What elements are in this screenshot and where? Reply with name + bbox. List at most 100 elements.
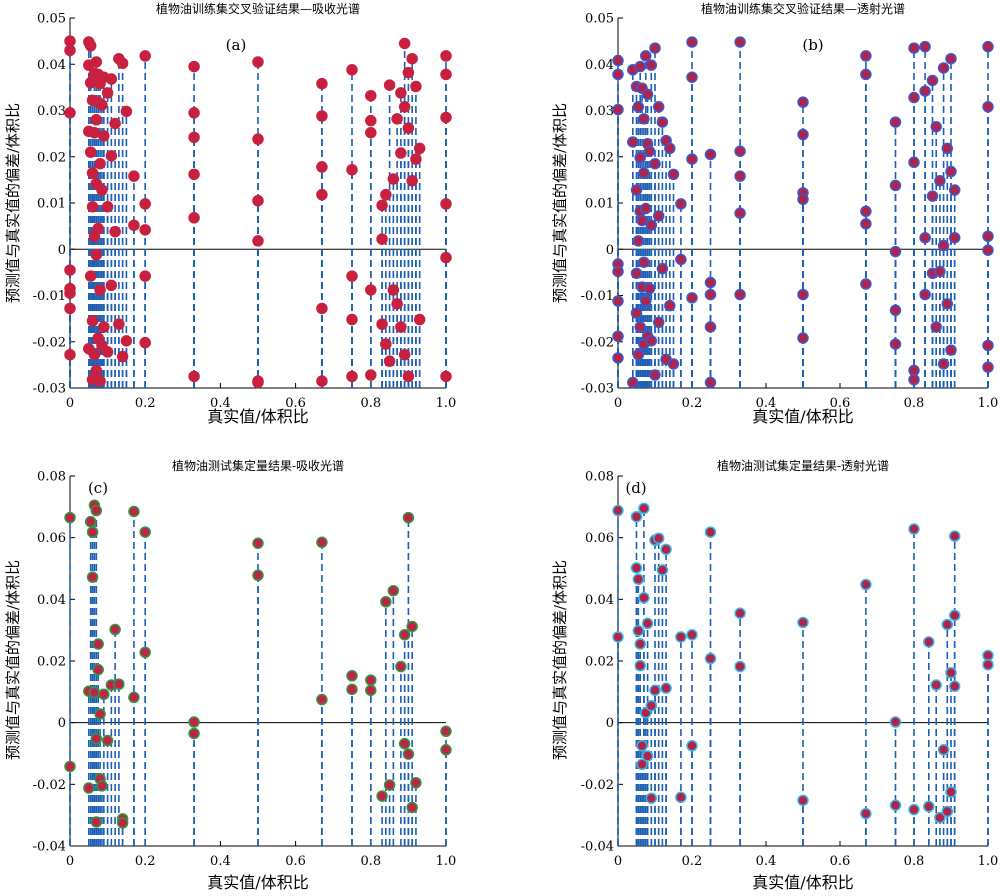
panel-d-data-point	[889, 799, 902, 812]
panel-b-data-point	[941, 142, 954, 155]
panel-b-data-point	[664, 142, 676, 155]
panel-b-data-point	[860, 218, 872, 230]
panel-a-data-point	[383, 355, 396, 367]
panel-b-y-tick-label: 0.01	[585, 197, 614, 212]
panel-a-y-tick-label: 0.03	[37, 104, 66, 119]
panel-b-x-tick-label: 0.6	[830, 396, 851, 411]
panel-c-tag: (c)	[88, 479, 108, 497]
panel-b-y-tick-label: 0	[606, 243, 614, 258]
panel-a-data-point	[365, 126, 377, 139]
panel-b-data-point	[630, 267, 643, 280]
panel-b-data-point	[945, 165, 957, 178]
panel-a-data-point	[380, 188, 392, 201]
panel-b: 植物油训练集交叉验证结果—透射光谱 (b) 真实值/体积比 预测值与真实值的偏差…	[551, 1, 998, 426]
panel-a-data-point	[365, 284, 377, 296]
panel-b-x-tick-label: 0.8	[904, 396, 925, 411]
panel-b-data-point	[982, 244, 994, 256]
panel-b-data-point	[908, 42, 920, 54]
panel-b-data-point	[675, 253, 687, 266]
panel-a-data-point	[440, 50, 452, 62]
panel-b-data-point	[640, 202, 652, 215]
panel-a-data-point	[365, 369, 377, 381]
panel-c-data-point	[64, 760, 76, 773]
panel-b-data-point	[652, 101, 665, 113]
panel-b-x-tick-label: 0.4	[756, 396, 777, 411]
panel-c-data-point	[440, 744, 452, 756]
panel-d-y-tick-label: -0.04	[581, 840, 614, 855]
panel-b-data-point	[889, 116, 902, 128]
panel-d-data-point	[638, 502, 650, 515]
panel-d-data-point	[860, 578, 872, 591]
panel-b-data-point	[934, 175, 946, 187]
panel-a-data-point	[413, 142, 426, 155]
panel-c-data-point	[128, 505, 140, 518]
panel-d-data-point	[734, 607, 746, 619]
panel-c-data-point	[139, 646, 151, 659]
panel-c-y-tick-label: 0	[58, 716, 66, 731]
panel-b-data-point	[889, 338, 902, 350]
panel-d-data-point	[660, 543, 672, 556]
panel-a-data-point	[395, 147, 407, 159]
panel-a-data-point	[346, 64, 358, 76]
panel-b-data-point	[634, 321, 646, 333]
panel-a-x-tick-label: 0.4	[210, 396, 231, 411]
panel-a-data-point	[64, 107, 76, 119]
panel-b-data-point	[652, 316, 665, 329]
panel-c-data-point	[90, 816, 103, 828]
panel-b-data-point	[982, 40, 994, 53]
panel-b-data-point	[638, 167, 650, 179]
panel-d: 植物油测试集定量结果-透射光谱 (d) 真实值/体积比 预测值与真实值的偏差/体…	[551, 458, 998, 892]
panel-c: 植物油测试集定量结果-吸收光谱 (c) 真实值/体积比 预测值与真实值的偏差/体…	[4, 458, 456, 892]
panel-a-data-point	[398, 37, 411, 50]
panel-b-data-point	[982, 101, 994, 113]
panel-c-y-tick-label: 0.02	[37, 655, 66, 670]
panel-b-ylabel: 预测值与真实值的偏差/体积比	[551, 103, 569, 303]
panel-c-x-tick-label: 0.2	[135, 854, 156, 869]
panel-b-data-point	[908, 156, 920, 169]
panel-b-data-point	[704, 376, 717, 389]
panel-c-x-tick-label: 0.8	[360, 854, 381, 869]
panel-d-data-point	[704, 652, 717, 665]
panel-b-data-point	[686, 153, 698, 165]
panel-d-data-point	[941, 805, 954, 818]
panel-c-data-point	[139, 526, 151, 538]
panel-c-data-point	[101, 734, 114, 747]
panel-a-data-point	[391, 298, 403, 310]
panel-d-data-point	[638, 592, 650, 604]
panel-d-x-tick-label: 0	[614, 854, 622, 869]
panel-d-data-point	[941, 618, 954, 631]
panel-b-y-tick-label: 0.03	[585, 104, 614, 119]
panel-b-data-point	[612, 330, 624, 342]
panel-a-data-point	[440, 198, 452, 210]
panel-b-data-point	[937, 62, 950, 74]
panel-a-data-point	[64, 287, 76, 299]
panel-b-data-point	[667, 168, 680, 181]
panel-a-data-point	[410, 80, 422, 93]
panel-a-data-point	[346, 370, 358, 383]
panel-a-y-tick-label: 0	[58, 243, 66, 258]
panel-a-data-point	[395, 87, 407, 99]
panel-d-data-point	[797, 794, 809, 807]
panel-a-data-point	[101, 200, 114, 213]
panel-b-data-point	[645, 59, 658, 71]
panel-c-stems	[69, 505, 447, 846]
panel-c-y-tick-label: -0.04	[33, 840, 66, 855]
panel-a-data-point	[88, 348, 101, 361]
panel-a-data-point	[116, 350, 129, 363]
panel-a-data-point	[395, 321, 407, 333]
panel-b-data-point	[948, 231, 961, 244]
panel-d-data-point	[656, 564, 669, 576]
panel-c-y-tick-label: -0.02	[33, 778, 66, 793]
panel-a-data-point	[94, 157, 106, 170]
panel-b-data-point	[982, 339, 994, 352]
panel-b-data-point	[919, 288, 931, 301]
panel-b-data-point	[627, 376, 639, 389]
panel-b-data-point	[945, 52, 957, 65]
panel-b-data-point	[640, 50, 652, 62]
panel-d-data-point	[948, 680, 961, 693]
panel-a-data-point	[116, 57, 129, 70]
panel-a-data-point	[90, 56, 103, 68]
panel-d-y-tick-label: 0	[606, 716, 614, 731]
panel-c-data-point	[84, 515, 97, 528]
panel-d-data-point	[934, 811, 946, 824]
